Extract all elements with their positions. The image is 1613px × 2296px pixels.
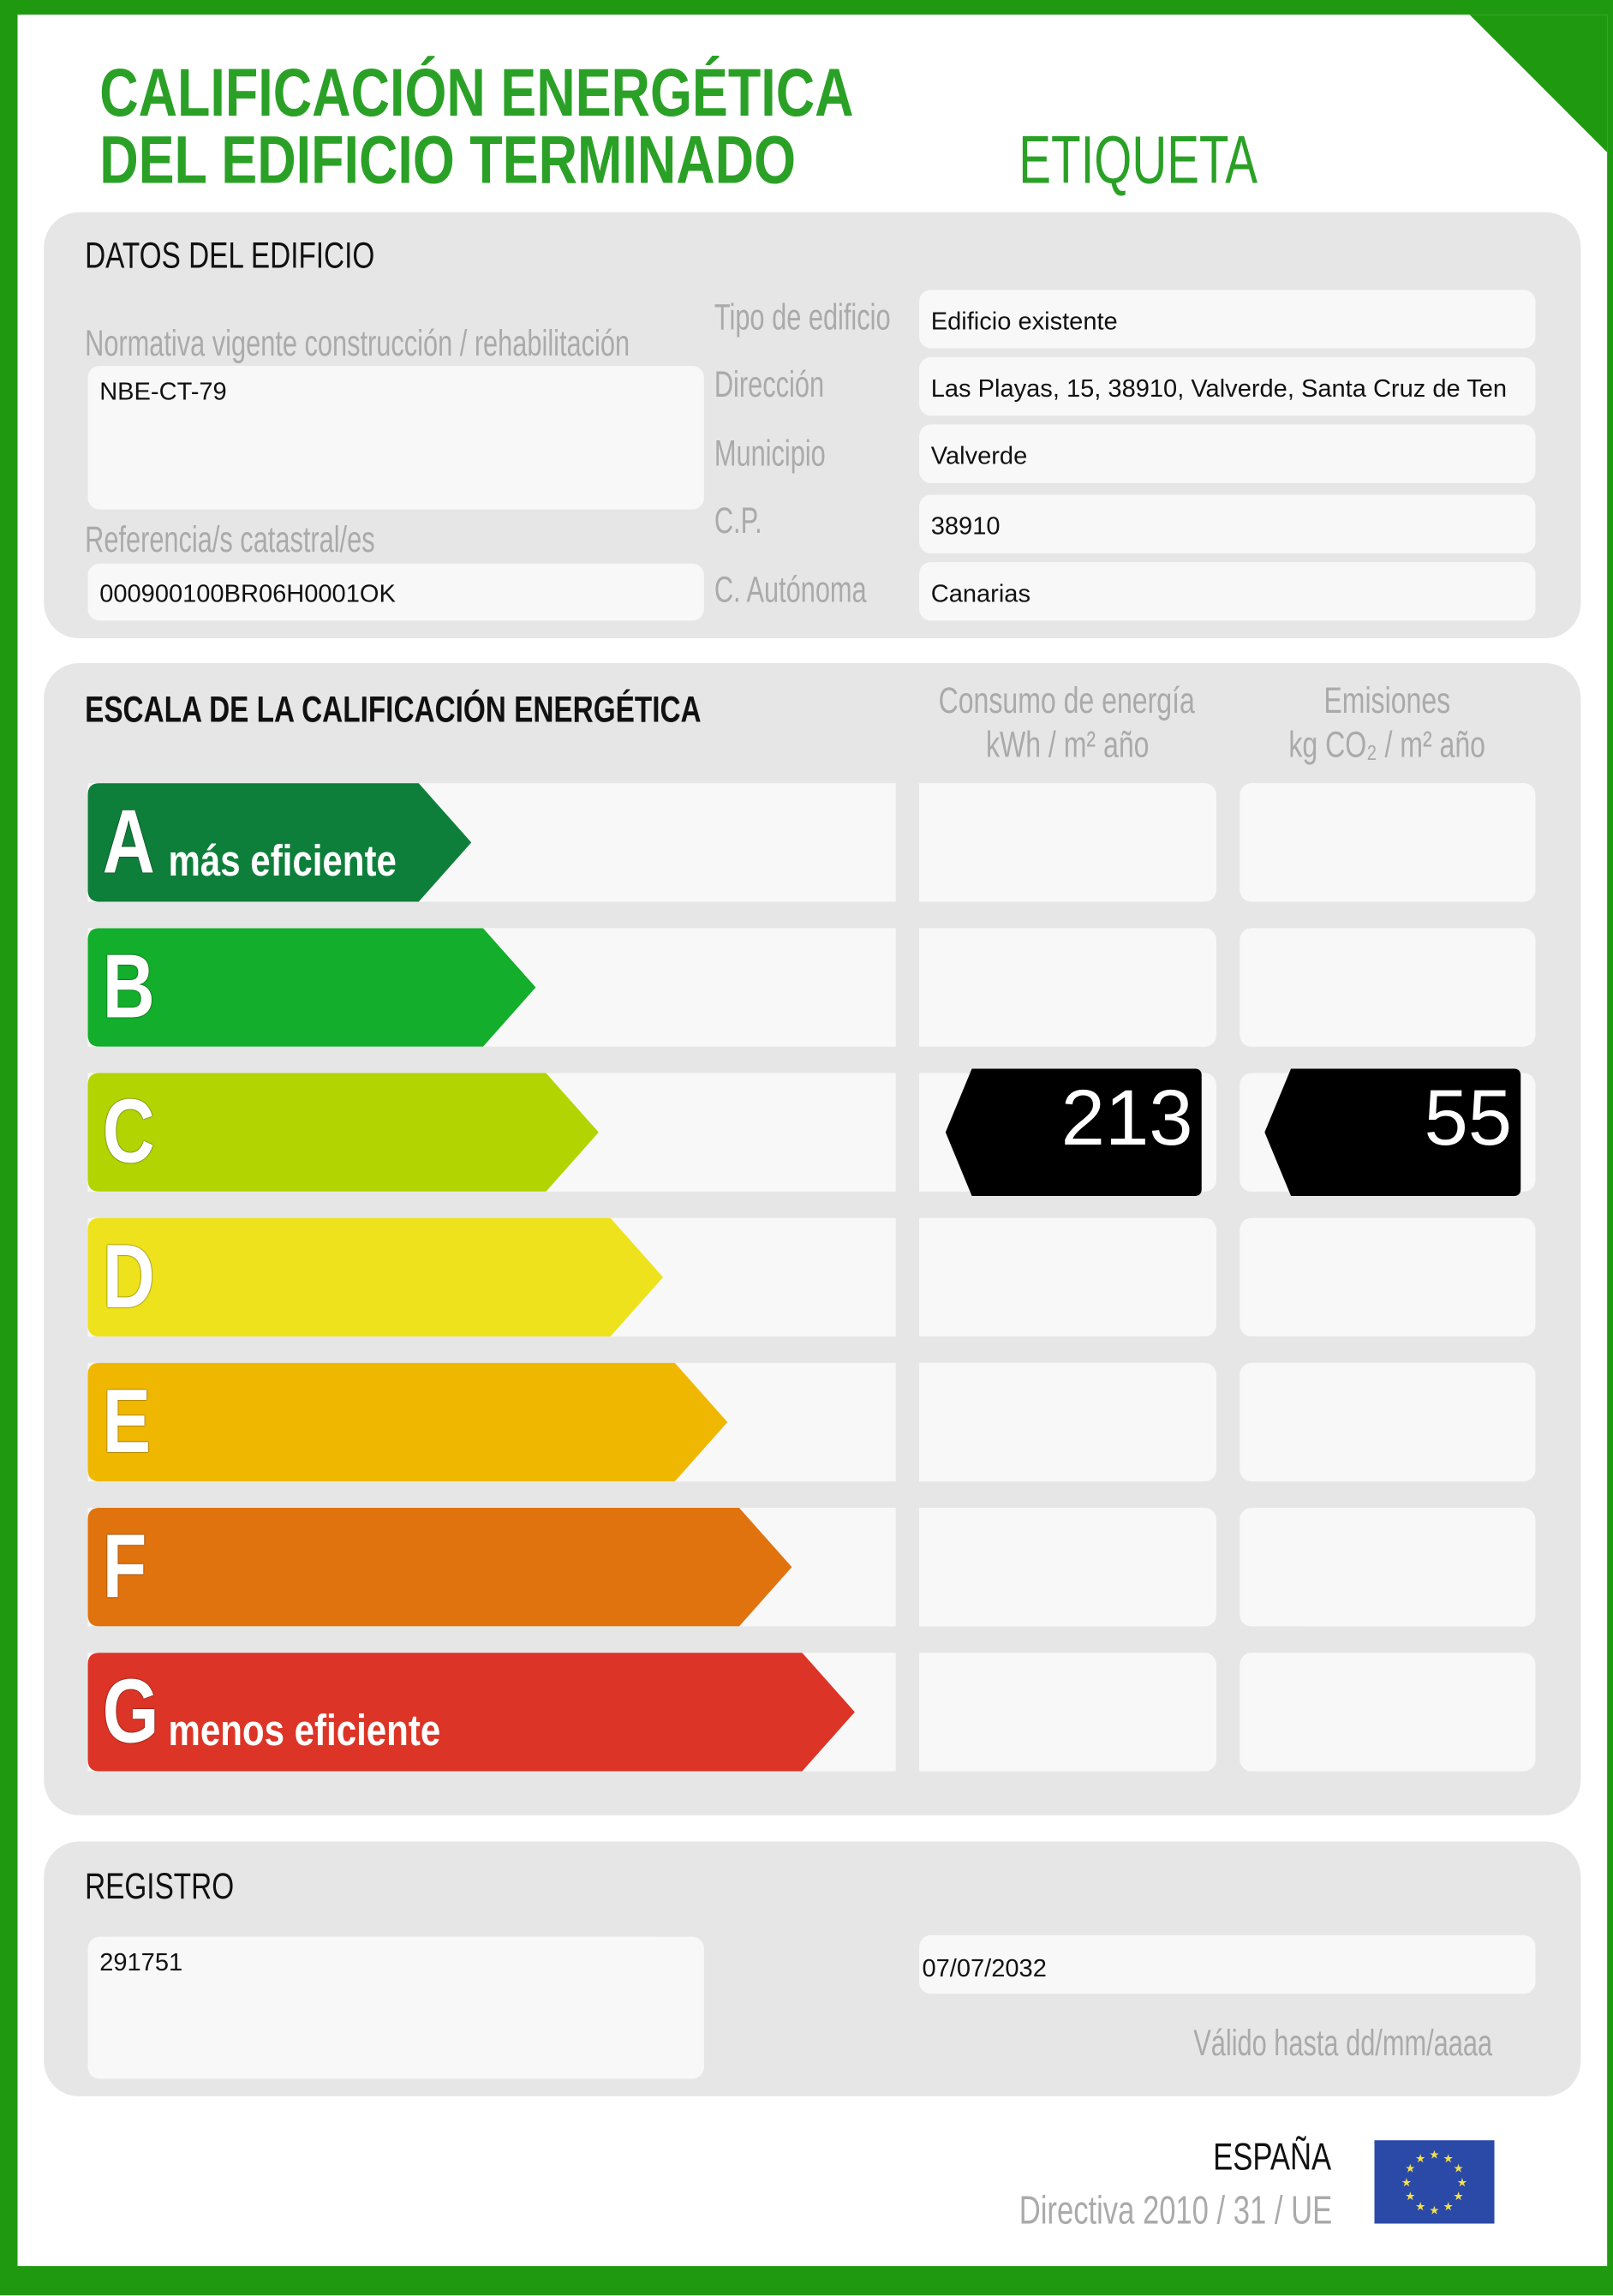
- field-value: Edificio existente: [919, 290, 1536, 349]
- registry-number: 291751: [87, 1936, 704, 2079]
- eu-star: ★: [1454, 2162, 1464, 2175]
- eu-star: ★: [1429, 2148, 1439, 2161]
- normativa-label: Normativa vigente construcción / rehabil…: [85, 323, 630, 365]
- emissions-cell: [1240, 1507, 1536, 1627]
- field-label: C. Autónoma: [714, 569, 867, 611]
- emissions-cell: [1240, 928, 1536, 1047]
- arrow-shape: [87, 1362, 728, 1482]
- valid-until-label: Válido hasta dd/mm/aaaa: [1194, 2023, 1493, 2065]
- title-line-2: DEL EDIFICIO TERMINADO: [99, 121, 797, 198]
- catastral-label: Referencia/s catastral/es: [85, 519, 375, 561]
- valid-until-value: 07/07/2032: [919, 1934, 1536, 1994]
- eu-star: ★: [1443, 2152, 1454, 2165]
- emissions-column-header: Emisiones kg CO₂ / m² año: [1289, 680, 1486, 766]
- energy-cell: [919, 1653, 1216, 1772]
- emissions-cell: [1240, 1217, 1536, 1337]
- eu-star: ★: [1415, 2152, 1425, 2165]
- emissions-marker: 55: [1264, 1068, 1521, 1197]
- field-value: Canarias: [919, 562, 1536, 621]
- emissions-cell: [1240, 1653, 1536, 1772]
- field-label: Dirección: [714, 364, 825, 406]
- arrow-shape: [87, 928, 536, 1047]
- eu-star: ★: [1415, 2200, 1425, 2213]
- emissions-cell: [1240, 1362, 1536, 1482]
- energy-marker: 213: [945, 1068, 1202, 1197]
- etiqueta-label: ETIQUETA: [1019, 121, 1258, 198]
- energy-cell: [919, 783, 1216, 902]
- directive-label: Directiva 2010 / 31 / UE: [1019, 2188, 1332, 2233]
- energy-cell: [919, 1507, 1216, 1627]
- eu-star: ★: [1401, 2176, 1412, 2189]
- rating-arrow-g: G menos eficiente: [87, 1653, 855, 1772]
- title-line-1: CALIFICACIÓN ENERGÉTICA: [99, 54, 854, 131]
- energy-cell: [919, 1217, 1216, 1337]
- eu-star: ★: [1405, 2162, 1415, 2175]
- rating-arrow-e: E: [87, 1362, 728, 1482]
- arrow-shape: [87, 1073, 599, 1192]
- energy-cell: [919, 928, 1216, 1047]
- emissions-cell: [1240, 783, 1536, 902]
- building-heading: DATOS DEL EDIFICIO: [85, 236, 375, 277]
- normativa-value: NBE-CT-79: [87, 366, 704, 510]
- country-label: ESPAÑA: [1213, 2134, 1332, 2179]
- field-label: Municipio: [714, 433, 826, 475]
- arrow-shape: [87, 1217, 664, 1337]
- eu-star: ★: [1454, 2190, 1464, 2203]
- field-value: Las Playas, 15, 38910, Valverde, Santa C…: [919, 356, 1536, 416]
- rating-arrow-b: B: [87, 928, 536, 1047]
- arrow-shape: [87, 1653, 855, 1772]
- registry-heading: REGISTRO: [85, 1866, 235, 1908]
- scale-heading: ESCALA DE LA CALIFICACIÓN ENERGÉTICA: [85, 689, 702, 731]
- field-value: 38910: [919, 494, 1536, 553]
- eu-flag-icon: ★ ★★★★★★★★★★★: [1374, 2140, 1495, 2224]
- rating-arrow-d: D: [87, 1217, 664, 1337]
- eu-star: ★: [1457, 2176, 1467, 2189]
- rating-arrow-c: C: [87, 1073, 599, 1192]
- eu-star: ★: [1429, 2203, 1439, 2216]
- field-value: Valverde: [919, 424, 1536, 483]
- rating-arrow-a: A más eficiente: [87, 783, 472, 902]
- energy-cell: [919, 1362, 1216, 1482]
- field-label: C.P.: [714, 500, 762, 542]
- eu-star: ★: [1443, 2200, 1454, 2213]
- arrow-shape: [87, 1507, 792, 1627]
- rating-arrow-f: F: [87, 1507, 792, 1627]
- energy-column-header: Consumo de energía kWh / m² año: [939, 680, 1196, 766]
- eu-star: ★: [1405, 2190, 1415, 2203]
- arrow-shape: [87, 783, 472, 902]
- catastral-value: 000900100BR06H0001OK: [87, 563, 704, 621]
- field-label: Tipo de edificio: [714, 296, 891, 338]
